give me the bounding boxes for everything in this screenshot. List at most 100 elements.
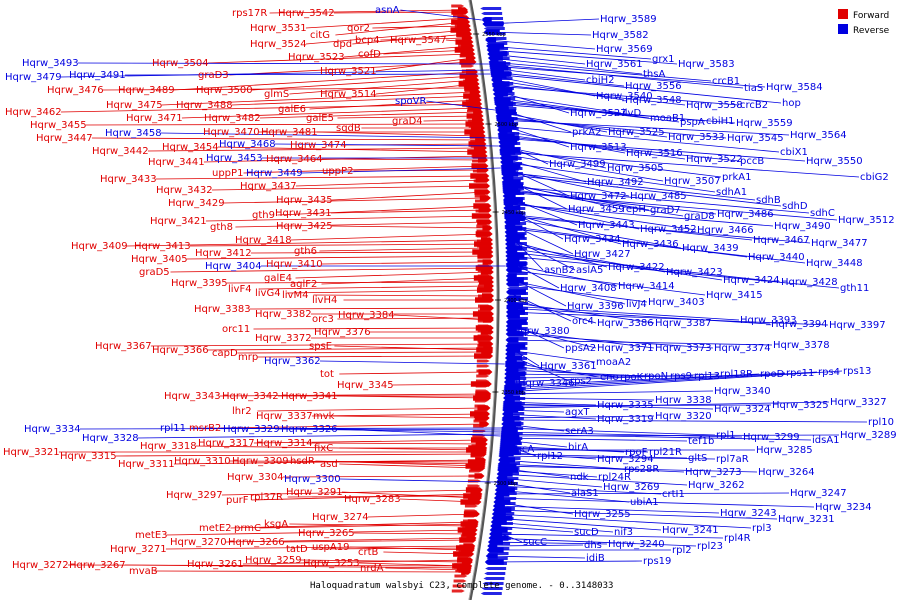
leader-line bbox=[380, 37, 469, 41]
leader-line bbox=[367, 513, 476, 518]
gene-label: graD5 bbox=[139, 267, 170, 278]
leader-line bbox=[502, 437, 688, 442]
gene-label: Hqrw_3561 bbox=[586, 59, 643, 70]
leader-line bbox=[124, 73, 491, 76]
gene-label: Hqrw_3272 bbox=[12, 560, 69, 571]
gene-label: Hqrw_3367 bbox=[95, 341, 152, 352]
leader-line bbox=[494, 509, 778, 520]
reverse-feature-arrow bbox=[502, 177, 524, 180]
leader-line bbox=[493, 517, 662, 531]
leader-line bbox=[150, 343, 490, 347]
forward-feature-arrow bbox=[474, 399, 488, 403]
leader-line bbox=[358, 562, 469, 567]
gene-label: agxT bbox=[565, 407, 590, 418]
gene-label: Hqrw_3434 bbox=[564, 234, 621, 245]
leader-line bbox=[504, 189, 717, 215]
gene-label: Hqrw_3371 bbox=[597, 343, 654, 354]
gene-label: Hqrw_3384 bbox=[338, 310, 395, 321]
leader-line bbox=[501, 151, 860, 178]
forward-feature-arrow bbox=[474, 194, 488, 198]
gene-label: Hqrw_3318 bbox=[140, 441, 197, 452]
gene-label: mvaB bbox=[129, 566, 158, 577]
gene-label: Hqrw_3271 bbox=[110, 544, 167, 555]
gene-label: idsA1 bbox=[812, 435, 840, 446]
leader-line bbox=[339, 463, 482, 469]
gene-label: rpoK bbox=[620, 372, 644, 383]
scale-tick-label: 2550 kbp bbox=[482, 32, 506, 38]
leader-line bbox=[282, 475, 481, 478]
forward-feature-arrow bbox=[451, 589, 465, 593]
gene-label: capD bbox=[212, 348, 238, 359]
reverse-feature-arrow bbox=[482, 582, 504, 585]
legend-forward-label: Forward bbox=[853, 11, 889, 21]
gene-label: mrp bbox=[238, 352, 258, 363]
leader-line bbox=[507, 255, 840, 289]
leader-line bbox=[497, 117, 727, 139]
leader-line bbox=[501, 439, 568, 448]
gene-label: asd bbox=[320, 459, 338, 470]
gene-label: Hqrw_3361 bbox=[540, 361, 597, 372]
forward-feature-arrow bbox=[464, 504, 478, 508]
gene-label: Hqrw_3455 bbox=[30, 120, 87, 131]
leader-line bbox=[102, 87, 477, 91]
leader-line bbox=[507, 345, 540, 367]
leader-line bbox=[223, 197, 487, 204]
leader-line bbox=[501, 157, 587, 183]
leader-line bbox=[251, 75, 475, 91]
leader-line bbox=[60, 69, 490, 78]
gene-label: uspA19 bbox=[312, 542, 349, 553]
gene-label: prkA2 bbox=[572, 127, 601, 138]
gene-label: Hqrw_3527 bbox=[570, 108, 627, 119]
forward-feature-arrow bbox=[470, 454, 484, 458]
gene-label: Hqrw_3422 bbox=[608, 262, 665, 273]
leader-line bbox=[492, 521, 614, 533]
gene-label: rpl7aR bbox=[716, 454, 749, 465]
gene-label: uppP2 bbox=[322, 166, 353, 177]
leader-line bbox=[504, 401, 597, 406]
leader-line bbox=[484, 18, 600, 25]
forward-feature-arrow bbox=[464, 509, 478, 513]
gene-label: Hqrw_3589 bbox=[600, 14, 657, 25]
gene-label: Hqrw_3479 bbox=[5, 72, 62, 83]
leader-line bbox=[290, 233, 489, 241]
gene-label: Hqrw_3267 bbox=[69, 560, 126, 571]
leader-line bbox=[336, 395, 488, 399]
leader-line bbox=[507, 259, 560, 289]
gene-label: Hqrw_3513 bbox=[570, 142, 627, 153]
leader-line bbox=[336, 428, 501, 437]
gene-label: Hqrw_3437 bbox=[240, 181, 297, 192]
leader-line bbox=[155, 175, 486, 180]
gene-label: Hqrw_3294 bbox=[597, 454, 654, 465]
gene-label: rps19 bbox=[643, 556, 671, 567]
leader-line bbox=[503, 185, 810, 214]
gene-label: Hqrw_3514 bbox=[320, 89, 377, 100]
gene-label: Hqrw_3327 bbox=[830, 397, 887, 408]
reverse-feature-arrow bbox=[490, 67, 512, 70]
leader-line bbox=[497, 485, 662, 495]
leader-line bbox=[505, 203, 774, 227]
leader-line bbox=[205, 215, 488, 222]
gene-label: Hqrw_3289 bbox=[840, 430, 897, 441]
forward-feature-arrow bbox=[459, 54, 473, 58]
gene-label: Hqrw_3499 bbox=[549, 159, 606, 170]
leader-line bbox=[349, 546, 471, 551]
forward-feature-arrow bbox=[467, 484, 481, 488]
leader-line bbox=[507, 307, 771, 325]
gene-label: Hqrw_3482 bbox=[204, 113, 261, 124]
forward-feature-arrow bbox=[477, 324, 491, 328]
leader-line bbox=[507, 321, 565, 349]
leader-line bbox=[502, 427, 716, 436]
gene-label: Hqrw_3500 bbox=[196, 85, 253, 96]
gene-label: sucD bbox=[574, 527, 599, 538]
gene-label: cbiH2 bbox=[586, 75, 615, 86]
gene-label: msrB2 bbox=[189, 423, 221, 434]
gene-label: Hqrw_3452 bbox=[640, 224, 697, 235]
gene-label: Hqrw_3231 bbox=[778, 514, 835, 525]
gene-label: Hqrw_3470 bbox=[203, 127, 260, 138]
gene-label: sucC bbox=[523, 537, 547, 548]
leader-line bbox=[493, 83, 686, 106]
gene-label: Hqrw_3335 bbox=[597, 400, 654, 411]
leader-line bbox=[393, 314, 490, 321]
